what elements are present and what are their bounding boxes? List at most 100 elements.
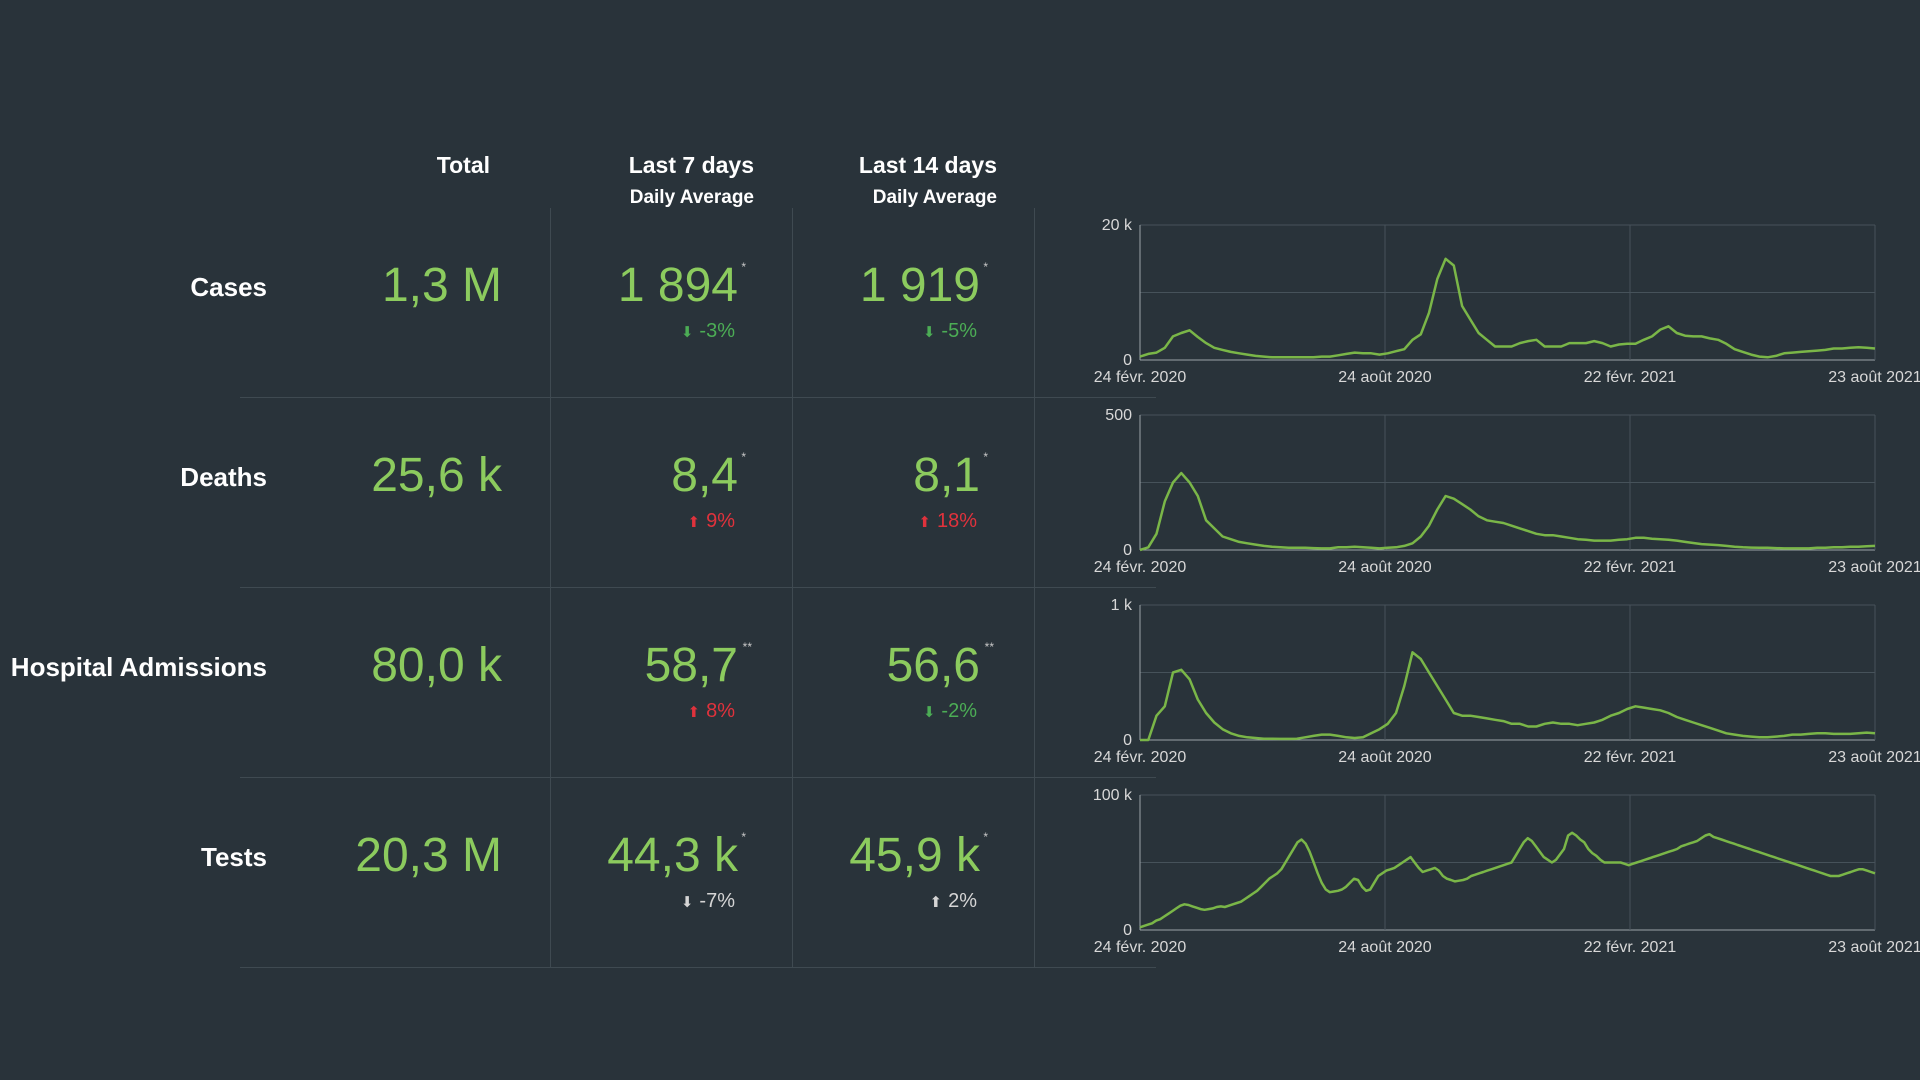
total-value: 1,3 M <box>382 258 502 313</box>
y-tick-label: 0 <box>1123 542 1132 559</box>
header-last7: Last 7 days Daily Average <box>560 152 754 209</box>
x-tick-label: 22 févr. 2021 <box>1584 749 1677 766</box>
x-tick-label: 23 août 2021 <box>1828 749 1920 766</box>
avg7-change-text: 8% <box>706 700 735 722</box>
header-last14-sublabel: Daily Average <box>872 187 997 208</box>
avg7-change: ⬇ -3% <box>681 320 735 343</box>
x-tick-label: 22 févr. 2021 <box>1584 559 1677 576</box>
avg14-change-text: -2% <box>941 700 977 722</box>
total-value: 25,6 k <box>371 448 502 503</box>
y-tick-label: 100 k <box>1093 787 1133 804</box>
x-tick-label: 24 févr. 2020 <box>1094 749 1187 766</box>
avg14-change: ⬆ 2% <box>930 890 977 913</box>
total-value: 80,0 k <box>371 638 502 693</box>
header-last7-sublabel: Daily Average <box>629 187 754 208</box>
x-tick-label: 24 févr. 2020 <box>1094 559 1187 576</box>
arrow-down-icon: ⬇ <box>680 894 694 911</box>
total-value: 20,3 M <box>355 828 502 883</box>
avg14-change-text: 18% <box>936 510 977 532</box>
header-last14-label: Last 14 days <box>858 152 997 178</box>
avg7-value: 44,3 k * <box>607 828 746 883</box>
total-value-text: 20,3 M <box>355 829 502 882</box>
column-divider <box>1034 208 1035 968</box>
arrow-down-icon: ⬇ <box>922 324 936 341</box>
x-tick-label: 24 août 2020 <box>1338 749 1432 766</box>
row-divider <box>240 397 1156 398</box>
header-last14: Last 14 days Daily Average <box>800 152 997 209</box>
chart-tests: 24 févr. 2020 24 août 2020 22 févr. 2021 23… <box>1093 787 1920 956</box>
row-divider <box>240 967 1156 968</box>
avg7-value: 8,4 * <box>671 448 746 503</box>
column-divider <box>792 208 793 968</box>
header-total: Total <box>390 152 490 179</box>
header-last7-label: Last 7 days <box>628 152 754 178</box>
avg14-value: 8,1 * <box>913 448 988 503</box>
x-tick-label: 24 août 2020 <box>1338 369 1432 386</box>
arrow-down-icon: ⬇ <box>680 324 694 341</box>
avg7-value: 58,7 ** <box>644 638 752 693</box>
x-tick-label: 22 févr. 2021 <box>1584 369 1677 386</box>
total-value-text: 25,6 k <box>371 449 502 502</box>
avg14-value: 1 919 * <box>859 258 988 313</box>
avg7-value-text: 44,3 k <box>607 829 738 882</box>
series-line <box>1140 651 1876 742</box>
footnote-mark: ** <box>984 640 994 654</box>
avg14-value-text: 1 919 <box>859 259 980 312</box>
avg7-value-text: 1 894 <box>617 259 738 312</box>
avg7-change: ⬆ 8% <box>688 700 735 723</box>
footnote-mark: ** <box>742 640 752 654</box>
x-tick-label: 22 févr. 2021 <box>1584 939 1677 956</box>
x-tick-label: 23 août 2021 <box>1828 939 1920 956</box>
series-line <box>1139 471 1876 552</box>
avg14-change: ⬆ 18% <box>918 510 977 533</box>
avg14-value: 56,6 ** <box>886 638 994 693</box>
arrow-down-icon: ⬇ <box>922 704 936 721</box>
y-tick-label: 500 <box>1105 407 1132 424</box>
y-tick-label: 0 <box>1123 922 1132 939</box>
avg14-value-text: 56,6 <box>886 639 980 692</box>
total-value-text: 80,0 k <box>371 639 502 692</box>
y-tick-label: 20 k <box>1102 217 1133 234</box>
avg7-change-text: -3% <box>699 320 735 342</box>
avg7-change: ⬆ 9% <box>688 510 735 533</box>
avg7-value-text: 8,4 <box>671 449 738 502</box>
arrow-up-icon: ⬆ <box>687 704 701 721</box>
chart-cases: 24 févr. 2020 24 août 2020 22 févr. 2021 23… <box>1094 217 1920 386</box>
row-label-deaths: Deaths <box>180 462 267 492</box>
footnote-mark: * <box>741 450 746 464</box>
avg14-change-text: 2% <box>948 890 977 912</box>
y-tick-label: 0 <box>1123 732 1132 749</box>
arrow-up-icon: ⬆ <box>929 894 943 911</box>
avg7-change: ⬇ -7% <box>681 890 735 913</box>
avg7-value: 1 894 * <box>617 258 746 313</box>
avg7-change-text: 9% <box>706 510 735 532</box>
series-line <box>1139 831 1876 929</box>
x-tick-label: 24 août 2020 <box>1338 939 1432 956</box>
x-tick-label: 23 août 2021 <box>1828 369 1920 386</box>
avg14-value-text: 45,9 k <box>849 829 980 882</box>
row-label-cases: Cases <box>190 272 267 302</box>
chart-deaths: 24 févr. 2020 24 août 2020 22 févr. 2021 23… <box>1094 407 1920 576</box>
footnote-mark: * <box>983 450 988 464</box>
avg14-change: ⬇ -5% <box>923 320 977 343</box>
avg14-change-text: -5% <box>941 320 977 342</box>
footnote-mark: * <box>741 260 746 274</box>
footnote-mark: * <box>983 830 988 844</box>
x-tick-label: 23 août 2021 <box>1828 559 1920 576</box>
series-line <box>1139 257 1876 359</box>
avg7-value-text: 58,7 <box>644 639 738 692</box>
x-tick-label: 24 févr. 2020 <box>1094 939 1187 956</box>
avg7-change-text: -7% <box>699 890 735 912</box>
row-divider <box>240 777 1156 778</box>
avg14-value: 45,9 k * <box>849 828 988 883</box>
y-tick-label: 1 k <box>1111 597 1133 614</box>
row-label-hospital-admissions: Hospital Admissions <box>10 652 267 682</box>
avg14-change: ⬇ -2% <box>923 700 977 723</box>
total-value-text: 1,3 M <box>381 259 502 312</box>
arrow-up-icon: ⬆ <box>687 514 701 531</box>
x-tick-label: 24 févr. 2020 <box>1094 369 1187 386</box>
avg14-value-text: 8,1 <box>913 449 980 502</box>
column-divider <box>550 208 551 968</box>
header-total-label: Total <box>436 152 490 178</box>
y-tick-label: 0 <box>1123 352 1132 369</box>
